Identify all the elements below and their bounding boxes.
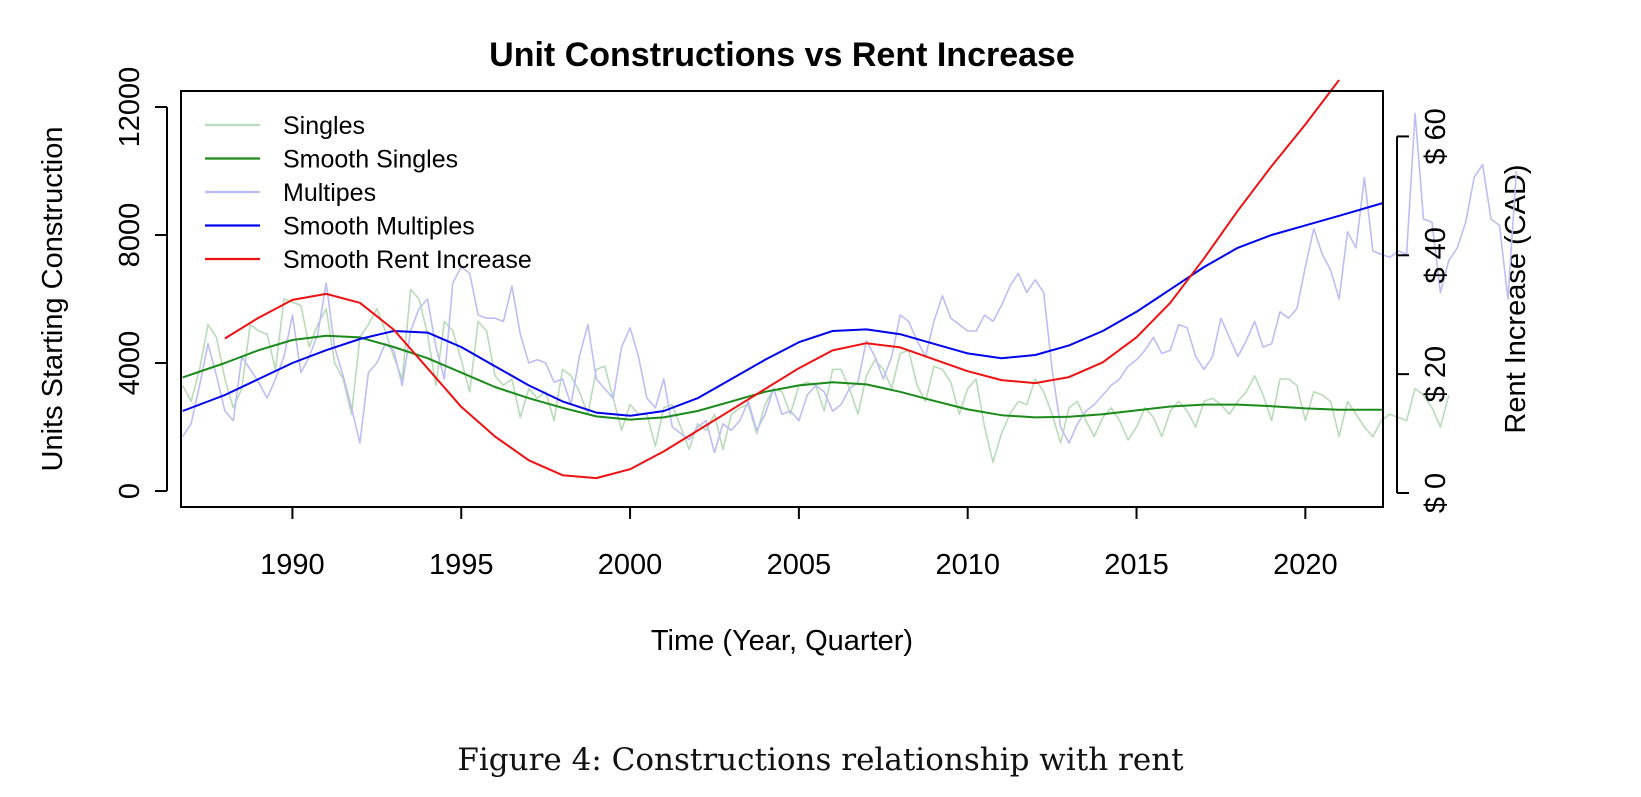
y-axis-label: Units Starting Construction	[37, 127, 69, 472]
y2-tick-label: $ 20	[1420, 346, 1452, 402]
y-tick-label: 8000	[114, 203, 146, 268]
legend-label: Smooth Multiples	[283, 213, 475, 241]
x-axis-label: Time (Year, Quarter)	[651, 625, 913, 657]
x-tick-label: 2020	[1273, 549, 1338, 581]
legend-label: Smooth Rent Increase	[283, 246, 532, 274]
chart: Unit Constructions vs Rent Increase Time…	[37, 36, 1532, 657]
series-line-smooth-singles	[182, 334, 1383, 421]
y2-tick-label: $ 60	[1420, 108, 1452, 164]
y-tick-label: 4000	[114, 331, 146, 396]
series-line-singles	[181, 288, 1450, 464]
y2-axis-label: Rent Increase (CAD)	[1500, 164, 1532, 433]
figure-caption: Figure 4: Constructions relationship wit…	[457, 742, 1184, 778]
x-tick-label: 2000	[598, 549, 663, 581]
y2-tick-label: $ 40	[1420, 227, 1452, 283]
x-tick-label: 2005	[767, 549, 832, 581]
series-line-multiples	[182, 112, 1518, 454]
legend: Singles Smooth Singles Multipes Smooth Mult…	[205, 112, 532, 274]
series-line-smooth-multiples	[182, 202, 1384, 417]
x-tick-label: 2015	[1104, 549, 1169, 581]
legend-label: Multipes	[283, 179, 376, 207]
y2-tick-label: $ 0	[1420, 473, 1452, 513]
x-tick-label: 2010	[935, 549, 1000, 581]
axes-layer: 1990 1995 2000 2005 2010 2015 2020 0 4000 8000 120…	[114, 67, 1452, 581]
y-tick-label: 0	[114, 483, 146, 499]
chart-title: Unit Constructions vs Rent Increase	[489, 36, 1075, 74]
x-tick-label: 1990	[260, 549, 325, 581]
series-line-rent	[224, 79, 1340, 480]
y-tick-label: 12000	[114, 67, 146, 148]
legend-label: Smooth Singles	[283, 146, 458, 174]
legend-label: Singles	[283, 112, 365, 140]
series-layer	[181, 79, 1518, 480]
x-tick-label: 1995	[429, 549, 494, 581]
